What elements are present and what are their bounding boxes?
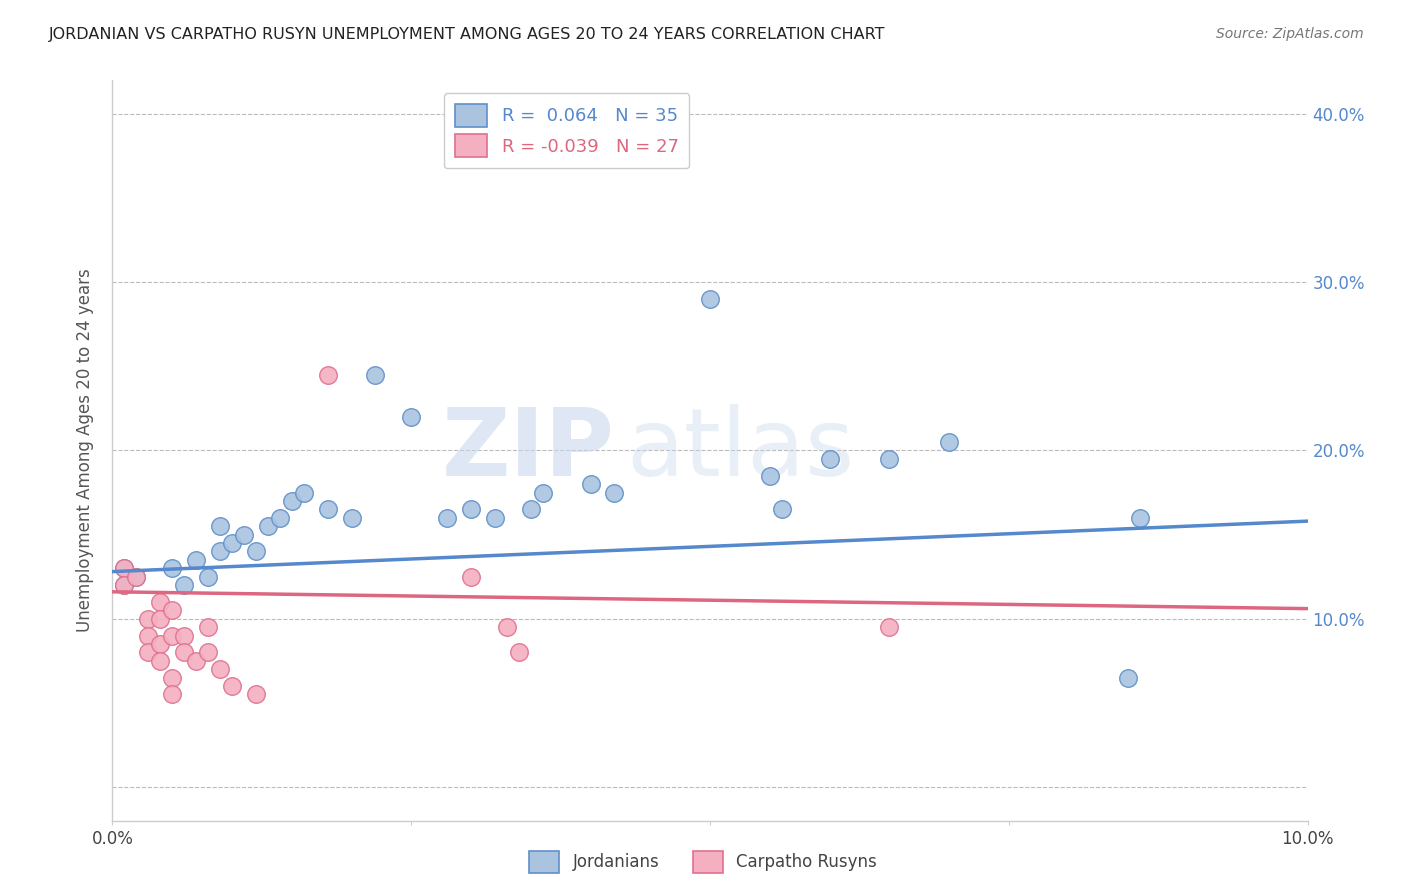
Point [173,628,195,642]
Point [257,519,280,533]
Point [149,654,172,668]
Point [162,628,183,642]
Point [281,494,304,508]
Point [879,451,901,466]
Point [292,485,315,500]
Point [531,485,554,500]
Point [579,477,602,491]
Point [603,485,626,500]
Point [209,662,232,676]
Point [138,645,160,659]
Point [245,688,267,702]
Point [125,569,148,583]
Point [316,502,339,516]
Legend: Jordanians, Carpatho Rusyns: Jordanians, Carpatho Rusyns [523,845,883,880]
Point [162,671,183,685]
Point [364,368,387,382]
Point [186,654,208,668]
Point [460,502,482,516]
Point [197,645,219,659]
Point [114,578,135,592]
Point [162,688,183,702]
Point [114,561,135,575]
Text: atlas: atlas [627,404,855,497]
Point [209,519,232,533]
Point [520,502,543,516]
Point [149,595,172,609]
Point [162,561,183,575]
Point [269,510,291,524]
Point [138,628,160,642]
Point [770,502,793,516]
Point [938,435,960,450]
Legend: R =  0.064   N = 35, R = -0.039   N = 27: R = 0.064 N = 35, R = -0.039 N = 27 [444,93,689,169]
Point [138,612,160,626]
Point [197,620,219,634]
Point [186,553,208,567]
Point [197,569,219,583]
Point [221,679,243,693]
Point [114,578,135,592]
Point [508,645,530,659]
Point [245,544,267,558]
Point [496,620,519,634]
Point [460,569,482,583]
Point [879,620,901,634]
Text: Source: ZipAtlas.com: Source: ZipAtlas.com [1216,27,1364,41]
Y-axis label: Unemployment Among Ages 20 to 24 years: Unemployment Among Ages 20 to 24 years [76,268,94,632]
Point [818,451,841,466]
Point [149,612,172,626]
Text: JORDANIAN VS CARPATHO RUSYN UNEMPLOYMENT AMONG AGES 20 TO 24 YEARS CORRELATION C: JORDANIAN VS CARPATHO RUSYN UNEMPLOYMENT… [49,27,886,42]
Text: ZIP: ZIP [441,404,614,497]
Point [162,603,183,617]
Point [699,292,721,306]
Point [114,561,135,575]
Point [1129,510,1152,524]
Point [149,637,172,651]
Point [436,510,458,524]
Point [221,536,243,550]
Point [209,544,232,558]
Point [1118,671,1140,685]
Point [401,409,423,424]
Point [233,527,256,541]
Point [340,510,363,524]
Point [173,578,195,592]
Point [125,569,148,583]
Point [759,468,782,483]
Point [484,510,506,524]
Point [173,645,195,659]
Point [316,368,339,382]
